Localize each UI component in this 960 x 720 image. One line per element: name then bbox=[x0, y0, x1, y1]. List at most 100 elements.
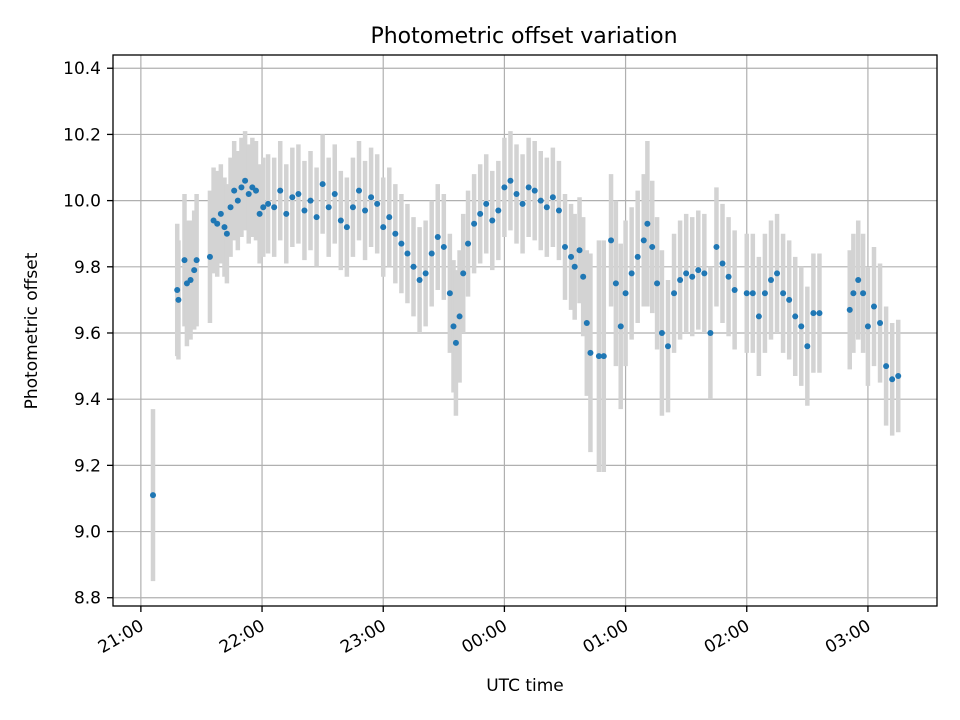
data-point bbox=[313, 214, 320, 221]
data-point bbox=[749, 290, 756, 297]
data-point bbox=[465, 240, 472, 247]
data-point bbox=[612, 280, 619, 287]
data-point bbox=[507, 177, 514, 184]
data-point bbox=[404, 250, 411, 257]
data-point bbox=[644, 220, 651, 227]
data-point bbox=[260, 204, 267, 211]
data-point bbox=[319, 181, 326, 188]
data-point bbox=[252, 187, 259, 194]
data-point bbox=[583, 320, 590, 327]
error-bars bbox=[150, 131, 901, 582]
y-tick-label: 8.8 bbox=[74, 589, 101, 609]
data-point bbox=[649, 243, 656, 250]
data-point bbox=[555, 207, 562, 214]
data-point bbox=[695, 267, 702, 274]
data-point bbox=[428, 250, 435, 257]
data-point bbox=[440, 243, 447, 250]
data-point bbox=[495, 207, 502, 214]
data-point bbox=[277, 187, 284, 194]
data-point bbox=[191, 267, 198, 274]
data-point bbox=[850, 290, 857, 297]
data-point bbox=[587, 349, 594, 356]
data-point bbox=[755, 313, 762, 320]
data-point bbox=[761, 290, 768, 297]
data-point bbox=[870, 303, 877, 310]
data-point bbox=[221, 224, 228, 231]
data-point bbox=[640, 237, 647, 244]
data-point bbox=[713, 243, 720, 250]
data-point bbox=[355, 187, 362, 194]
y-axis-label: Photometric offset bbox=[22, 252, 42, 409]
data-point bbox=[343, 224, 350, 231]
data-point bbox=[576, 247, 583, 254]
data-point bbox=[617, 323, 624, 330]
data-point bbox=[595, 353, 602, 360]
data-point bbox=[608, 237, 615, 244]
data-point bbox=[227, 204, 234, 211]
data-point bbox=[877, 320, 884, 327]
data-point bbox=[731, 286, 738, 293]
data-point bbox=[337, 217, 344, 224]
y-tick-label: 9.4 bbox=[74, 390, 101, 410]
data-point bbox=[689, 273, 696, 280]
data-point bbox=[349, 204, 356, 211]
data-point bbox=[289, 194, 296, 201]
data-point bbox=[416, 277, 423, 284]
data-point bbox=[410, 263, 417, 270]
data-point bbox=[701, 270, 708, 277]
data-points bbox=[149, 177, 902, 499]
data-point bbox=[725, 273, 732, 280]
data-point bbox=[537, 197, 544, 204]
data-point bbox=[525, 184, 532, 191]
data-point bbox=[634, 253, 641, 260]
x-tick-label: 22:00 bbox=[216, 616, 268, 658]
data-point bbox=[519, 200, 526, 207]
data-point bbox=[677, 277, 684, 284]
data-point bbox=[301, 207, 308, 214]
data-point bbox=[265, 200, 272, 207]
data-point bbox=[798, 323, 805, 330]
data-point bbox=[767, 277, 774, 284]
data-point bbox=[380, 224, 387, 231]
data-point bbox=[780, 290, 787, 297]
data-point bbox=[307, 197, 314, 204]
data-point bbox=[398, 240, 405, 247]
data-point bbox=[460, 270, 467, 277]
x-tick-label: 00:00 bbox=[458, 616, 510, 658]
data-point bbox=[743, 290, 750, 297]
data-point bbox=[434, 234, 441, 241]
data-point bbox=[889, 376, 896, 383]
y-tick-label: 9.0 bbox=[74, 523, 101, 543]
data-point bbox=[223, 230, 230, 237]
data-point bbox=[187, 277, 194, 284]
data-point bbox=[295, 190, 302, 197]
data-point bbox=[864, 323, 871, 330]
data-point bbox=[362, 207, 369, 214]
data-point bbox=[452, 339, 459, 346]
data-point bbox=[719, 260, 726, 267]
data-point bbox=[325, 204, 332, 211]
data-point bbox=[707, 329, 714, 336]
data-point bbox=[193, 257, 200, 264]
data-point bbox=[149, 492, 156, 499]
data-point bbox=[501, 184, 508, 191]
data-point bbox=[580, 273, 587, 280]
data-point bbox=[422, 270, 429, 277]
data-point bbox=[883, 363, 890, 370]
data-point bbox=[671, 290, 678, 297]
data-point bbox=[234, 197, 241, 204]
data-point bbox=[568, 253, 575, 260]
data-point bbox=[256, 210, 263, 217]
x-tick-label: 01:00 bbox=[580, 616, 632, 658]
data-point bbox=[214, 220, 221, 227]
y-tick-label: 9.6 bbox=[74, 324, 101, 344]
x-axis-label: UTC time bbox=[486, 676, 564, 696]
data-point bbox=[238, 184, 245, 191]
data-point bbox=[456, 313, 463, 320]
data-point bbox=[331, 190, 338, 197]
data-point bbox=[622, 290, 629, 297]
data-point bbox=[571, 263, 578, 270]
data-point bbox=[446, 290, 453, 297]
data-point bbox=[477, 210, 484, 217]
